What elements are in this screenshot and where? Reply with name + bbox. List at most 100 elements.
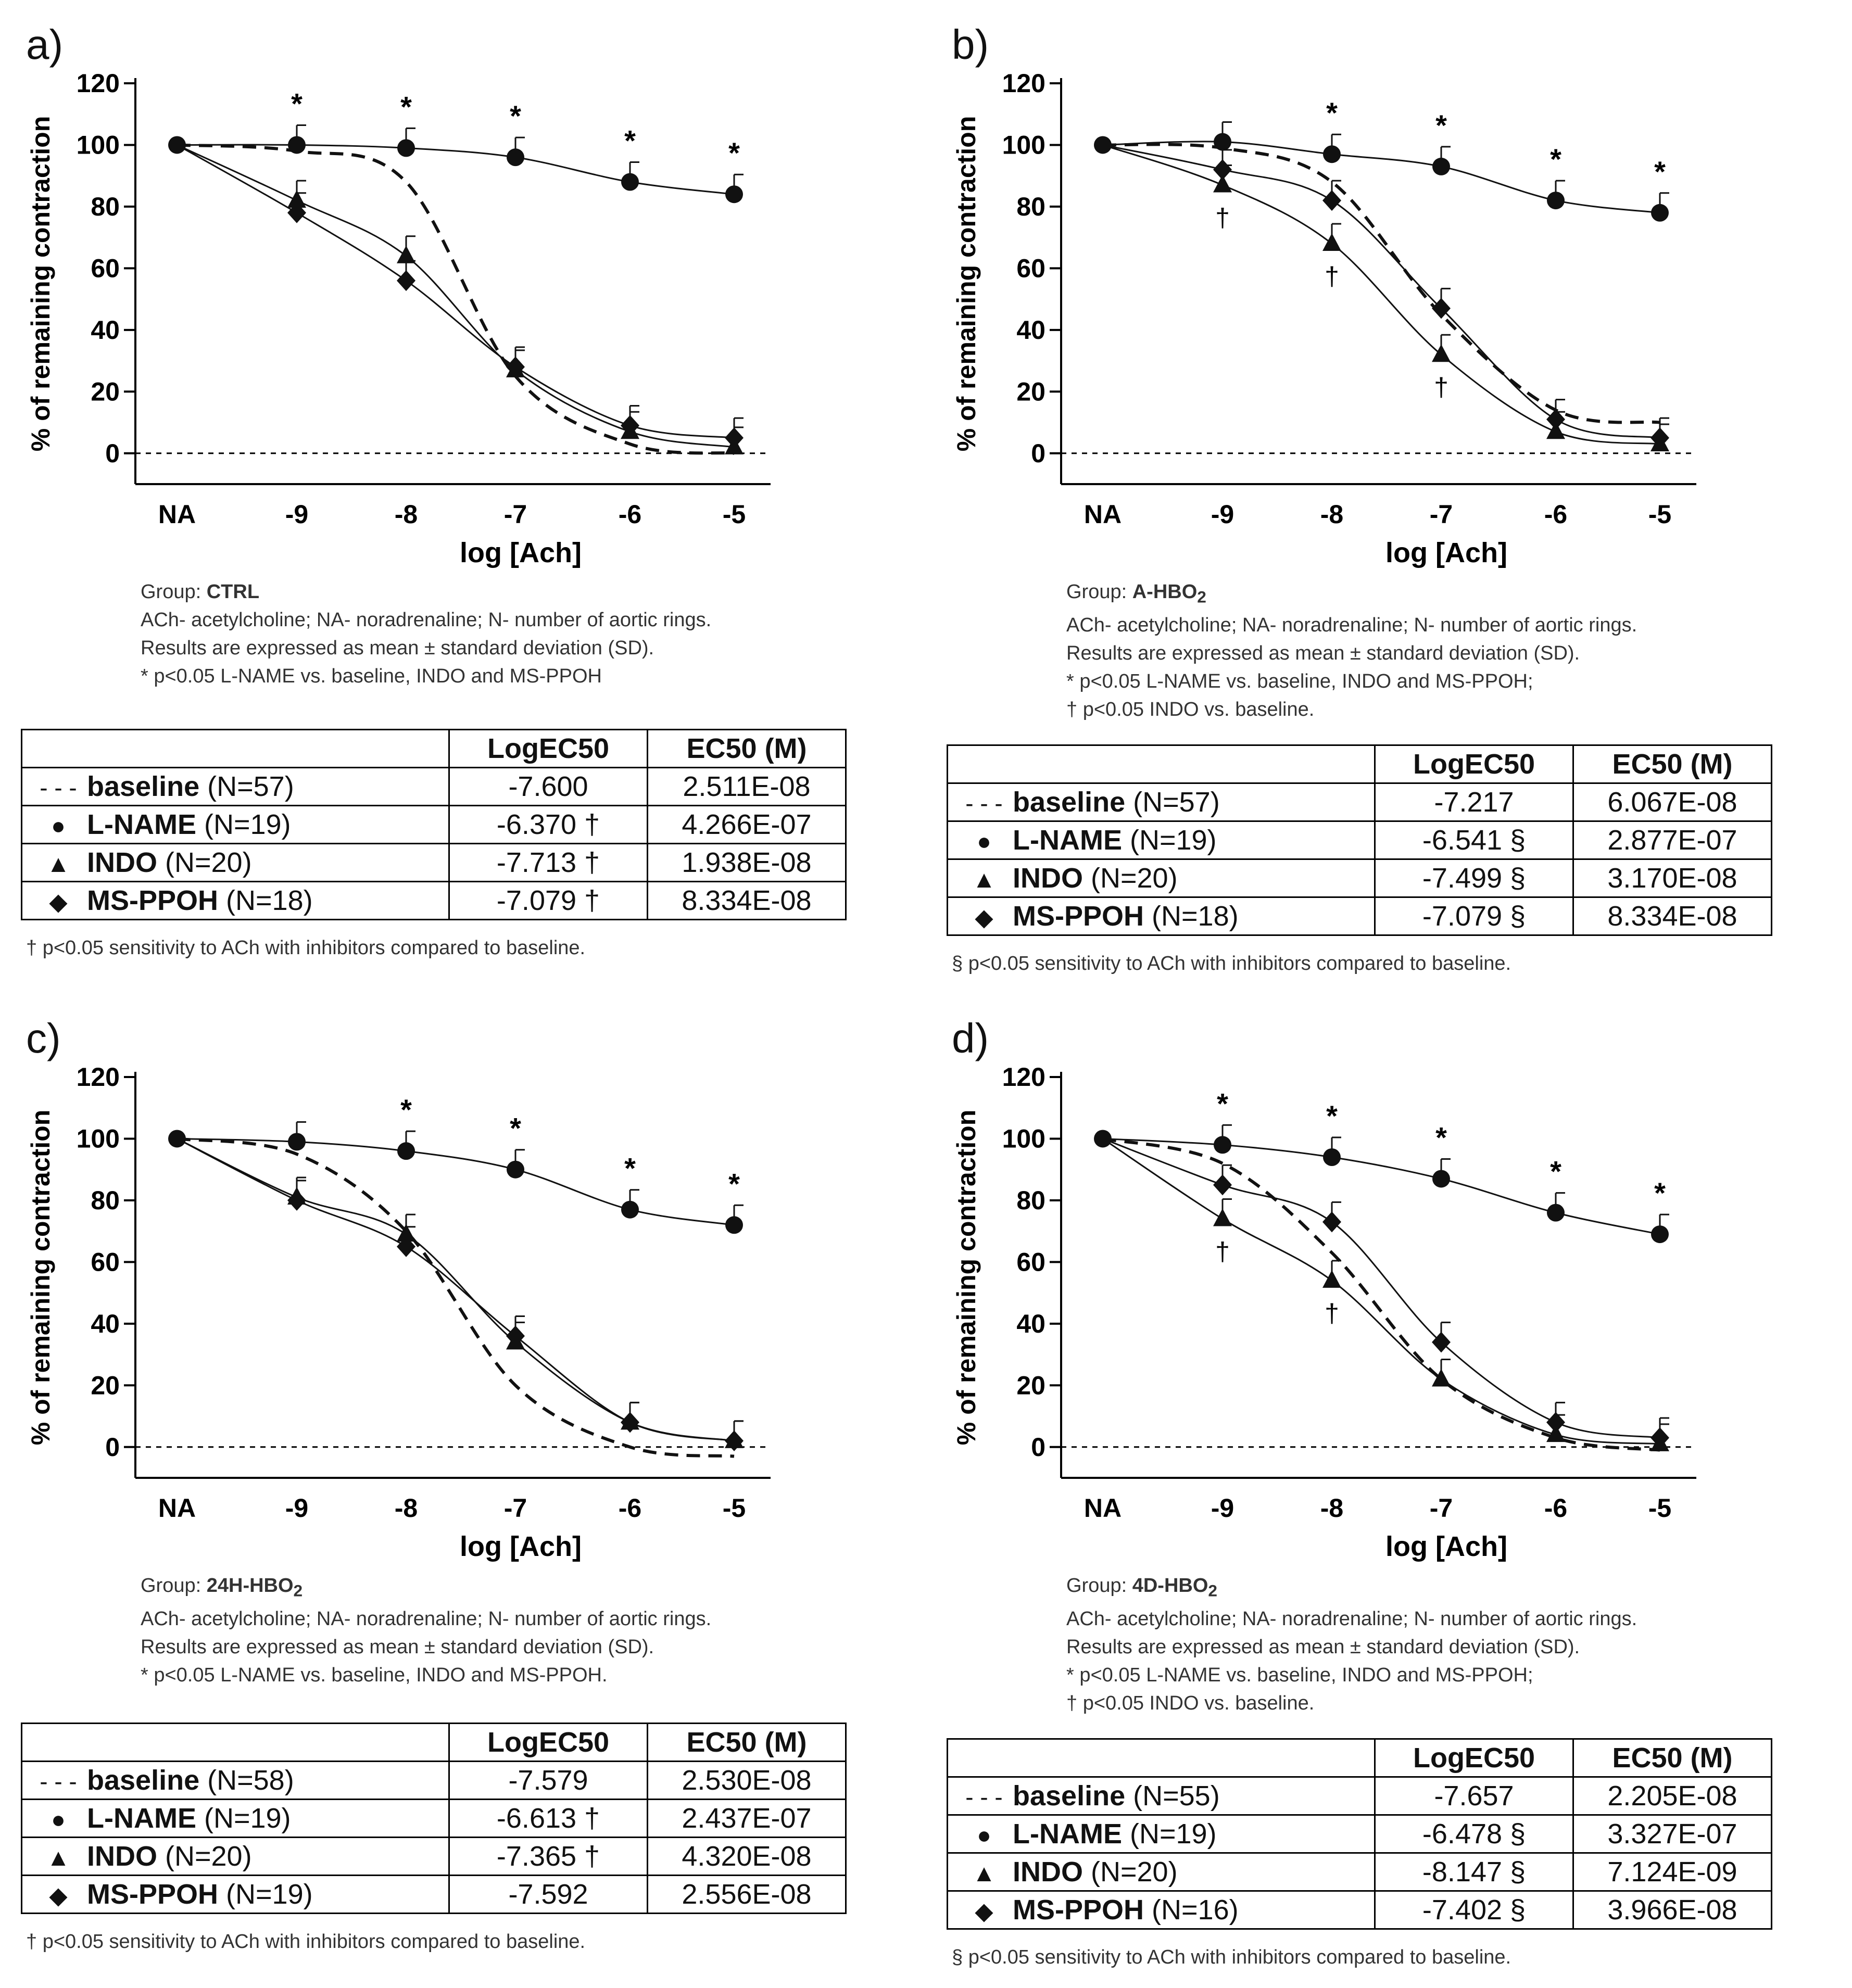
- data-point-circle: [397, 1142, 415, 1160]
- y-tick-label: 0: [105, 439, 120, 468]
- table-header-row: LogEC50 EC50 (M): [947, 744, 1772, 784]
- x-tick-label: -6: [619, 1493, 641, 1523]
- series-line: [177, 1138, 735, 1442]
- y-tick-label: 40: [1016, 315, 1045, 345]
- logec50-value: -7.499 §: [1374, 858, 1574, 898]
- y-tick-label: 80: [91, 1186, 120, 1215]
- ec50-value: 2.511E-08: [647, 767, 847, 806]
- legend-symbol: ▲: [972, 1859, 996, 1886]
- sample-count: (N=55): [1125, 1780, 1220, 1812]
- legend-symbol: - - -: [965, 790, 1003, 817]
- x-axis-label: log [Ach]: [1385, 1531, 1507, 1562]
- series-line: [1102, 143, 1660, 424]
- legend-symbol: ●: [977, 1821, 991, 1848]
- y-tick-label: 80: [1016, 1186, 1045, 1215]
- table-row: ◆ MS-PPOH (N=19) -7.592 2.556E-08: [21, 1875, 847, 1914]
- sample-count: (N=57): [1125, 787, 1220, 818]
- logec50-value: -7.657: [1374, 1776, 1574, 1816]
- significance-star: *: [510, 99, 521, 132]
- x-tick-label: -6: [1544, 1493, 1567, 1523]
- significance-star: *: [1326, 96, 1338, 129]
- table-row: ● L-NAME (N=19) -6.478 § 3.327E-07: [947, 1814, 1772, 1854]
- significance-dagger: †: [1215, 1237, 1230, 1266]
- header-logec50: LogEC50: [1374, 1738, 1574, 1778]
- group-label: Group:: [1066, 1575, 1132, 1597]
- row-label: ● L-NAME (N=19): [947, 820, 1376, 860]
- data-point-triangle: [397, 245, 415, 263]
- table-row: ▲ INDO (N=20) -7.499 § 3.170E-08: [947, 858, 1772, 898]
- row-label: ▲ INDO (N=20): [947, 858, 1376, 898]
- ec50-value: 2.556E-08: [647, 1875, 847, 1914]
- sample-count: (N=58): [199, 1765, 294, 1796]
- sample-count: (N=18): [1144, 901, 1239, 932]
- series-baseline: [177, 1137, 735, 1458]
- dose-response-chart: 0 20 40 60 80 100 120 NA -9 -8 -7 -6 -5 log [Ach] % of…: [952, 1062, 1696, 1562]
- data-point-triangle: [1546, 1424, 1565, 1442]
- treatment-name: INDO: [87, 1841, 157, 1872]
- ec50-value: 4.266E-07: [647, 805, 847, 844]
- y-tick-label: 40: [91, 315, 120, 345]
- data-point-diamond: [1322, 1211, 1341, 1233]
- y-tick-label: 120: [1002, 69, 1045, 98]
- series-line: [177, 1137, 735, 1226]
- data-point-circle: [1432, 157, 1450, 175]
- y-tick-label: 0: [105, 1433, 120, 1462]
- header-logec50: LogEC50: [448, 1723, 648, 1762]
- y-tick-label: 60: [1016, 1247, 1045, 1276]
- sample-count: (N=19): [218, 1879, 313, 1910]
- group-title: Group: 4D-HBO2: [1066, 1572, 1637, 1605]
- x-tick-label: -6: [1544, 500, 1567, 529]
- y-tick-label: 100: [1002, 1124, 1045, 1153]
- x-axis-label: log [Ach]: [1385, 537, 1507, 568]
- table-row: ▲ INDO (N=20) -7.713 † 1.938E-08: [21, 843, 847, 882]
- y-tick-label: 20: [1016, 1371, 1045, 1400]
- group-name: A-HBO: [1132, 581, 1198, 603]
- group-label: Group:: [141, 581, 207, 603]
- data-point-diamond: [1432, 1332, 1451, 1353]
- data-point-diamond: [287, 1189, 306, 1211]
- series-line: [177, 144, 735, 448]
- data-point-circle: [1323, 1148, 1341, 1166]
- logec50-value: -6.613 †: [448, 1799, 648, 1838]
- sample-count: (N=20): [157, 1841, 252, 1872]
- legend-symbol: ◆: [49, 888, 68, 915]
- treatment-name: L-NAME: [1013, 1818, 1122, 1850]
- ec50-value: 1.938E-08: [647, 843, 847, 882]
- group-notes: Group: A-HBO2 ACh- acetylcholine; NA- nor…: [1066, 578, 1637, 724]
- x-tick-label: -7: [1430, 500, 1453, 529]
- logec50-value: -7.079 †: [448, 881, 648, 920]
- header-ec50: EC50 (M): [1572, 744, 1772, 784]
- table-row: - - - baseline (N=57) -7.217 6.067E-08: [947, 782, 1772, 822]
- table-row: ● L-NAME (N=19) -6.370 † 4.266E-07: [21, 805, 847, 844]
- table-footnote: † p<0.05 sensitivity to ACh with inhibit…: [26, 937, 586, 959]
- table-footnote: † p<0.05 sensitivity to ACh with inhibit…: [26, 1931, 586, 1953]
- data-point-circle: [725, 185, 743, 204]
- x-tick-label: -7: [1430, 1493, 1453, 1523]
- x-tick-label: NA: [1084, 1493, 1122, 1523]
- data-point-triangle: [1432, 1369, 1451, 1387]
- x-tick-label: -9: [1211, 1493, 1234, 1523]
- series-line: [1102, 141, 1660, 214]
- series-line: [177, 1137, 735, 1458]
- table-header-row: LogEC50 EC50 (M): [21, 729, 847, 768]
- panel-1: a) 0 20 40 60 80 100 120 NA -9 -8 -7 -6 -5 log [Ach] % …: [0, 0, 926, 994]
- dose-response-chart: 0 20 40 60 80 100 120 NA -9 -8 -7 -6 -5 log [Ach] % of…: [26, 1062, 771, 1562]
- x-tick-label: -5: [723, 1493, 746, 1523]
- significance-star: *: [400, 1093, 412, 1126]
- y-tick-label: 40: [91, 1309, 120, 1338]
- legend-symbol: - - -: [40, 774, 77, 801]
- row-label: - - - baseline (N=55): [947, 1776, 1376, 1816]
- series-indo: [177, 1138, 744, 1448]
- data-point-triangle: [1546, 421, 1565, 439]
- row-label: ◆ MS-PPOH (N=19): [21, 1875, 450, 1914]
- significance-dagger: †: [1215, 203, 1230, 232]
- data-point-na: [1094, 136, 1112, 154]
- series-line: [1102, 1138, 1660, 1445]
- group-name: CTRL: [206, 581, 260, 603]
- series-line: [1102, 1137, 1660, 1452]
- group-subscript: 2: [293, 1581, 303, 1600]
- group-name: 24H-HBO: [206, 1575, 294, 1597]
- data-point-diamond: [506, 1325, 525, 1347]
- ec50-value: 2.877E-07: [1572, 820, 1772, 860]
- data-point-na: [168, 1130, 186, 1148]
